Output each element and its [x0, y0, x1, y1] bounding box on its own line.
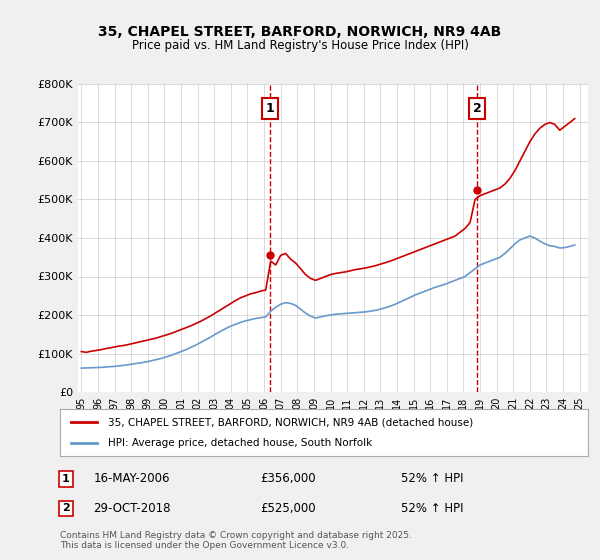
Text: £525,000: £525,000 — [260, 502, 316, 515]
Text: 29-OCT-2018: 29-OCT-2018 — [93, 502, 171, 515]
Text: 1: 1 — [266, 102, 275, 115]
Text: 16-MAY-2006: 16-MAY-2006 — [94, 472, 170, 486]
Text: Price paid vs. HM Land Registry's House Price Index (HPI): Price paid vs. HM Land Registry's House … — [131, 39, 469, 52]
Text: 35, CHAPEL STREET, BARFORD, NORWICH, NR9 4AB (detached house): 35, CHAPEL STREET, BARFORD, NORWICH, NR9… — [107, 417, 473, 427]
Text: HPI: Average price, detached house, South Norfolk: HPI: Average price, detached house, Sout… — [107, 438, 372, 448]
Text: Contains HM Land Registry data © Crown copyright and database right 2025.
This d: Contains HM Land Registry data © Crown c… — [60, 530, 412, 550]
Text: 1: 1 — [62, 474, 70, 484]
Text: 52% ↑ HPI: 52% ↑ HPI — [401, 472, 463, 486]
Text: 35, CHAPEL STREET, BARFORD, NORWICH, NR9 4AB: 35, CHAPEL STREET, BARFORD, NORWICH, NR9… — [98, 25, 502, 39]
Text: 2: 2 — [473, 102, 482, 115]
Text: 52% ↑ HPI: 52% ↑ HPI — [401, 502, 463, 515]
Text: 2: 2 — [62, 503, 70, 514]
Text: £356,000: £356,000 — [260, 472, 316, 486]
